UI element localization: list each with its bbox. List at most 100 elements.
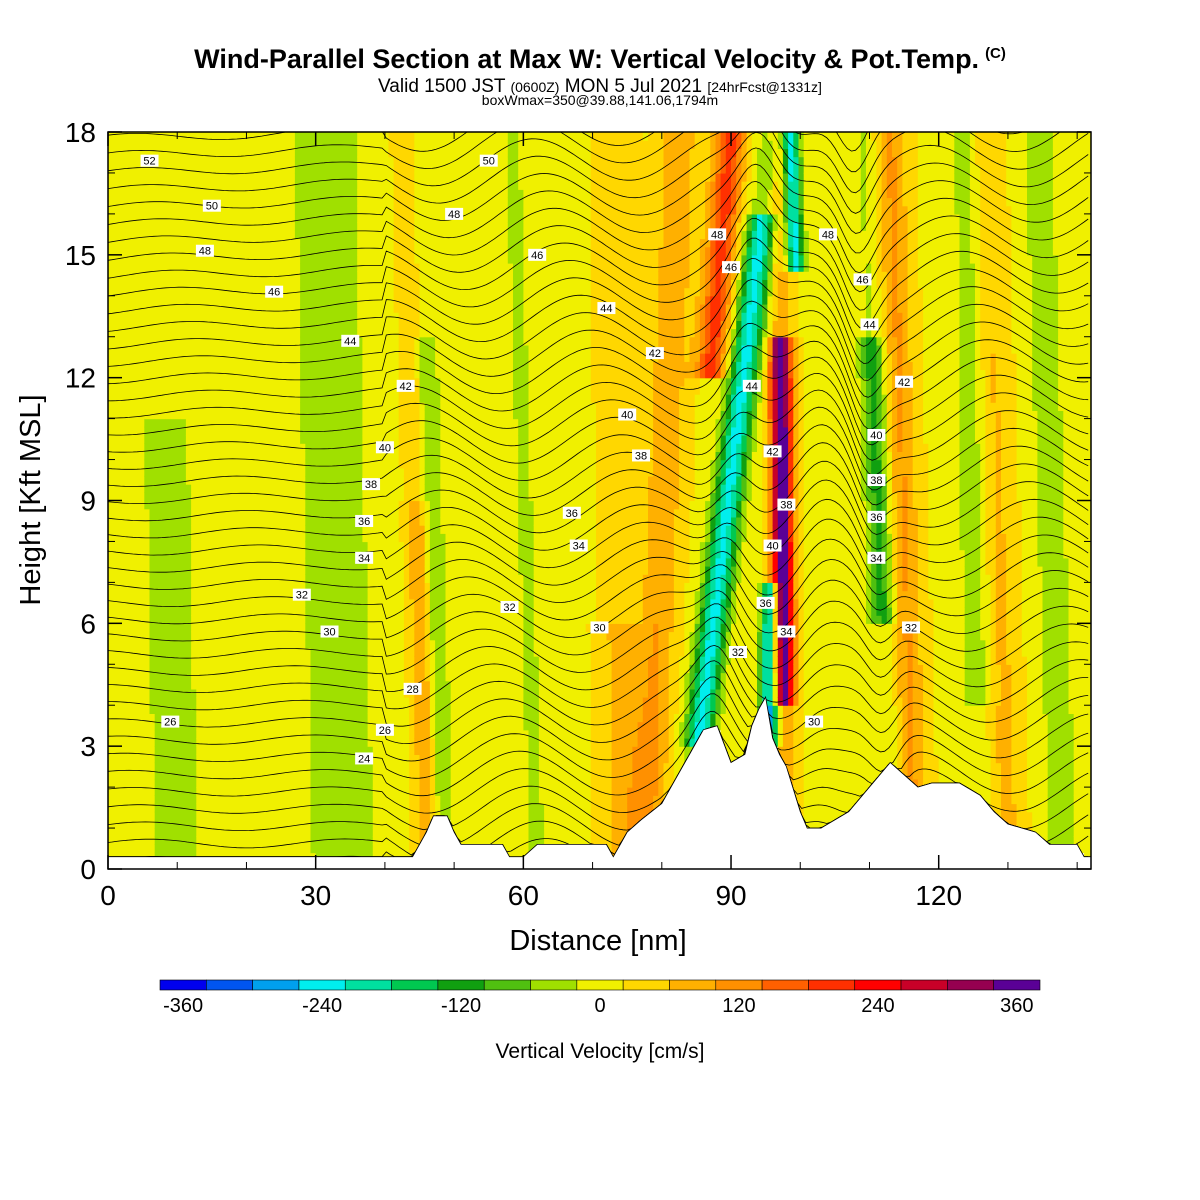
isentrope-label: 34 xyxy=(867,551,886,565)
colorbar-bin xyxy=(669,979,717,991)
isentrope-label: 44 xyxy=(742,379,761,393)
isentrope-labels: 52 50 50 48 48 48 48 46 46 46 46 44 44 44 44 42 42 42 42 40… xyxy=(140,154,921,765)
colorbar-bin xyxy=(854,979,902,991)
colorbar-bin xyxy=(391,979,439,991)
x-axis-label: Distance [nm] xyxy=(509,925,686,957)
isentrope-label: 36 xyxy=(355,514,374,528)
isentrope-label: 32 xyxy=(500,600,519,614)
colorbar-tick-label: -120 xyxy=(441,995,481,1017)
copyright-mark: (C) xyxy=(985,45,1006,62)
colorbar-bin xyxy=(483,979,531,991)
forecast-info: [24hrFcst@1331z] xyxy=(707,79,822,95)
colorbar-tick-label: -360 xyxy=(163,995,203,1017)
isentrope-label: 50 xyxy=(202,199,221,213)
isentrope-label: 42 xyxy=(895,375,914,389)
isentrope-label: 30 xyxy=(320,625,339,639)
isentrope-label: 34 xyxy=(355,551,374,565)
isentrope-label: 44 xyxy=(860,318,879,331)
colorbar-bin xyxy=(206,979,253,991)
isentrope-label: 36 xyxy=(562,506,581,520)
isentrope-label: 36 xyxy=(867,510,886,524)
x-tick-label: 60 xyxy=(508,880,539,911)
colorbar-bin xyxy=(298,979,346,991)
isentrope-label: 38 xyxy=(777,498,796,512)
isentrope-label: 46 xyxy=(528,248,547,262)
isentrope-label: 44 xyxy=(597,302,616,315)
x-tick-label: 90 xyxy=(715,880,746,911)
colorbar-label: Vertical Velocity [cm/s] xyxy=(496,1040,705,1063)
isentrope-label: 46 xyxy=(722,261,741,274)
isentrope-label: 32 xyxy=(902,621,921,634)
x-tick-label: 120 xyxy=(915,880,962,911)
colorbar: -360 -240 -120 0 120 240 360 xyxy=(159,979,1041,1017)
isentrope-label: 42 xyxy=(645,347,664,360)
y-tick-label: 18 xyxy=(65,117,96,148)
colorbar-bin xyxy=(576,979,624,991)
isentrope-label: 40 xyxy=(763,539,782,553)
colorbar-tick-label: -240 xyxy=(302,995,342,1017)
colorbar-bin xyxy=(437,979,485,991)
y-tick-label: 6 xyxy=(80,608,96,639)
chart-title: Wind-Parallel Section at Max W: Vertical… xyxy=(0,44,1200,75)
colorbar-bin xyxy=(715,979,763,991)
isentrope-label: 38 xyxy=(632,449,651,462)
colorbar-bin xyxy=(808,979,856,991)
isentrope-label: 48 xyxy=(818,228,837,241)
isentrope-label: 46 xyxy=(853,273,872,286)
isentrope-label: 38 xyxy=(362,478,381,491)
isentrope-label: 30 xyxy=(805,715,824,729)
colorbar-bin xyxy=(947,979,994,991)
box-info: boxWmax=350@39.88,141.06,1794m xyxy=(481,92,719,108)
isentrope-label: 50 xyxy=(479,154,498,168)
colorbar-tick-label: 240 xyxy=(861,995,894,1017)
isentrope-label: 42 xyxy=(396,379,415,393)
colorbar-bin xyxy=(622,979,670,991)
isentrope-label: 44 xyxy=(341,334,360,348)
colorbar-bin xyxy=(344,979,392,991)
y-tick-label: 0 xyxy=(80,854,96,885)
y-tick-label: 12 xyxy=(65,363,96,394)
colorbar-bin xyxy=(900,979,948,991)
isentrope-label: 26 xyxy=(161,715,180,729)
isentrope-label: 40 xyxy=(618,408,637,422)
valid-utc: (0600Z) xyxy=(510,79,560,95)
terrain-profile xyxy=(108,695,1091,869)
isentrope-label: 48 xyxy=(708,228,727,241)
colorbar-tick-label: 360 xyxy=(1000,995,1033,1017)
y-tick-label: 9 xyxy=(80,486,96,517)
colorbar-tick-label: 120 xyxy=(722,995,755,1017)
isentrope-label: 40 xyxy=(867,428,886,442)
colorbar-bin xyxy=(761,979,809,991)
x-tick-label: 30 xyxy=(300,880,331,911)
valid-date: MON 5 Jul 2021 xyxy=(564,76,703,97)
colorbar-bin xyxy=(530,979,578,991)
x-tick-label: 0 xyxy=(100,880,116,911)
isentrope-label: 34 xyxy=(777,625,796,639)
valid-prefix: Valid 1500 JST xyxy=(378,76,506,97)
colorbar-tick-label: 0 xyxy=(594,995,605,1017)
isentrope-label: 46 xyxy=(265,285,284,299)
isentrope-label: 26 xyxy=(375,723,394,737)
isentrope-label: 32 xyxy=(728,645,747,659)
y-tick-label: 15 xyxy=(65,240,96,271)
colorbar-bin xyxy=(993,979,1041,991)
y-tick-label: 3 xyxy=(80,731,96,762)
chart-title-text: Wind-Parallel Section at Max W: Vertical… xyxy=(194,44,980,74)
isentrope-label: 36 xyxy=(756,596,775,610)
isentrope-label: 40 xyxy=(375,441,394,454)
isentrope-label: 32 xyxy=(292,588,311,602)
isentrope-label: 28 xyxy=(403,682,422,696)
isentrope-label: 24 xyxy=(355,752,374,765)
valid-time-line: Valid 1500 JST (0600Z) MON 5 Jul 2021 [2… xyxy=(0,76,1200,98)
isentrope-lines xyxy=(108,132,1089,858)
colorbar-bin xyxy=(159,979,207,991)
terrain xyxy=(108,695,1091,869)
isentrope-label: 34 xyxy=(569,539,588,553)
colorbar-bin xyxy=(252,979,300,991)
isentrope-label: 48 xyxy=(195,244,214,258)
isentrope-label: 52 xyxy=(140,154,159,168)
isentrope-label: 48 xyxy=(445,207,464,221)
y-axis-label: Height [Kft MSL] xyxy=(15,394,47,605)
